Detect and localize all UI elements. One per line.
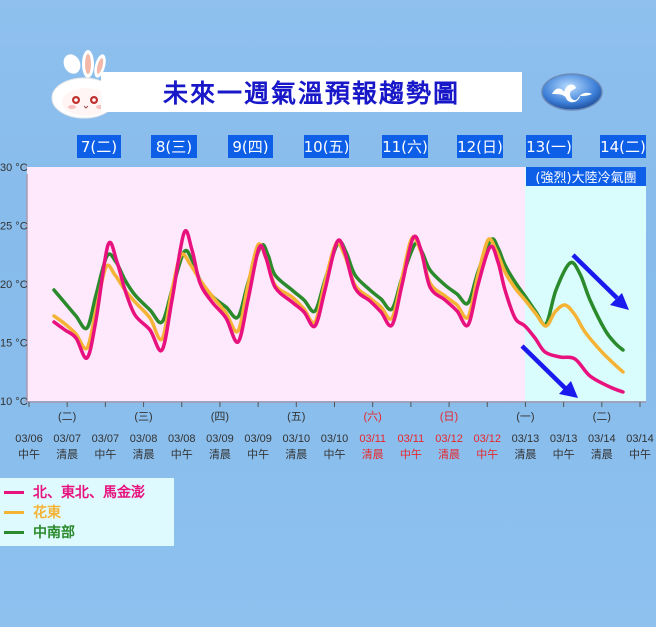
legend-label-north: 北、東北、馬金澎 (33, 485, 145, 501)
svg-text:(日): (日) (440, 411, 458, 423)
svg-text:03/10: 03/10 (321, 433, 349, 445)
svg-text:中午: 中午 (629, 448, 651, 461)
legend-swatch-east (4, 510, 24, 514)
svg-text:03/10: 03/10 (283, 433, 311, 445)
x-tick-label: 03/14 中午 (626, 433, 654, 461)
svg-text:中午: 中午 (400, 448, 422, 461)
svg-text:清晨: 清晨 (285, 448, 307, 461)
x-tick-label: (五) 03/10 清晨 (283, 411, 311, 461)
svg-text:中午: 中午 (553, 448, 575, 461)
x-tick-label: (六) 03/11 清晨 (359, 410, 386, 461)
svg-text:清晨: 清晨 (514, 448, 536, 461)
temperature-trend-chart: 10 °C 15 °C 20 °C 25 °C 30 °C 03/06 中午 (二) 03/0… (0, 162, 654, 461)
series-line-0 (52, 229, 625, 394)
svg-text:03/07: 03/07 (92, 433, 120, 445)
svg-text:(一): (一) (516, 411, 534, 423)
x-tick-label: 03/11 中午 (398, 433, 425, 461)
x-axis: 03/06 中午 (二) 03/07 清晨 03/07 中午 (三) 03/08 清晨 03/08 中… (15, 402, 654, 461)
x-tick-label: (二) 03/07 清晨 (53, 411, 81, 461)
legend-swatch-south (4, 530, 24, 534)
y-tick-label: 25 °C (0, 221, 28, 233)
y-tick-label: 15 °C (0, 338, 28, 350)
legend-item-east: 花東 (4, 502, 61, 522)
arrow-down-right-upper-icon (571, 253, 629, 310)
svg-text:03/08: 03/08 (168, 433, 196, 445)
svg-text:(六): (六) (364, 410, 382, 423)
legend-label-east: 花東 (33, 505, 61, 521)
y-tick-label: 30 °C (0, 162, 28, 174)
day-label-9: 9(四) (228, 135, 273, 158)
svg-text:03/13: 03/13 (512, 433, 540, 445)
legend: 北、東北、馬金澎 花東 中南部 (0, 478, 174, 546)
svg-text:中午: 中午 (247, 448, 269, 461)
x-tick-label: (日) 03/12 清晨 (435, 411, 463, 461)
svg-text:中午: 中午 (18, 448, 40, 461)
series-line-1 (52, 235, 625, 374)
svg-text:03/13: 03/13 (550, 433, 578, 445)
svg-text:03/08: 03/08 (130, 433, 158, 445)
legend-swatch-north (4, 490, 24, 494)
x-tick-label: 03/10 中午 (321, 433, 349, 461)
svg-text:中午: 中午 (171, 448, 193, 461)
legend-item-north: 北、東北、馬金澎 (4, 482, 145, 502)
x-tick-label: 03/07 中午 (92, 433, 120, 461)
day-label-7: 7(二) (77, 135, 121, 158)
svg-text:(四): (四) (211, 411, 229, 423)
svg-text:中午: 中午 (324, 448, 346, 461)
x-tick-label: 03/12 中午 (473, 433, 501, 461)
legend-label-south: 中南部 (33, 525, 75, 541)
weather-bureau-logo-icon (541, 73, 603, 111)
x-tick-label: (三) 03/08 清晨 (130, 411, 158, 461)
day-label-8: 8(三) (151, 135, 197, 158)
x-tick-label: 03/06 中午 (15, 433, 43, 461)
svg-text:03/11: 03/11 (398, 433, 425, 445)
series-lines (52, 229, 625, 394)
day-label-13: 13(一) (526, 135, 572, 158)
svg-text:03/12: 03/12 (435, 433, 463, 445)
day-label-10: 10(五) (304, 135, 349, 158)
svg-text:清晨: 清晨 (209, 448, 231, 461)
x-tick-label: (一) 03/13 清晨 (512, 411, 540, 461)
svg-text:(二): (二) (593, 411, 611, 423)
svg-text:03/07: 03/07 (53, 433, 81, 445)
svg-text:中午: 中午 (476, 448, 498, 461)
arrow-down-right-lower-icon (520, 344, 578, 398)
x-tick-label: 03/09 中午 (244, 433, 272, 461)
cold-air-mass-label: (強烈)大陸冷氣團 (526, 167, 646, 186)
legend-item-south: 中南部 (4, 522, 75, 542)
svg-text:03/12: 03/12 (473, 433, 501, 445)
svg-text:中午: 中午 (94, 448, 116, 461)
svg-text:03/11: 03/11 (359, 433, 386, 445)
x-tick-label: (二) 03/14 清晨 (588, 411, 616, 461)
x-tick-label: (四) 03/09 清晨 (206, 411, 234, 461)
svg-text:03/14: 03/14 (588, 433, 616, 445)
x-tick-label: 03/08 中午 (168, 433, 196, 461)
svg-text:(五): (五) (287, 411, 305, 423)
chart-title-box: 未來一週氣溫預報趨勢圖 (101, 72, 522, 112)
svg-text:03/06: 03/06 (15, 433, 43, 445)
y-tick-label: 20 °C (0, 279, 28, 291)
chart-title: 未來一週氣溫預報趨勢圖 (162, 79, 460, 108)
svg-text:清晨: 清晨 (56, 448, 78, 461)
svg-text:03/09: 03/09 (206, 433, 234, 445)
svg-text:清晨: 清晨 (438, 448, 460, 461)
svg-text:(二): (二) (58, 411, 76, 423)
y-tick-label: 10 °C (0, 396, 28, 408)
day-label-14: 14(二) (600, 135, 646, 158)
y-axis: 10 °C 15 °C 20 °C 25 °C 30 °C (0, 162, 28, 408)
svg-text:清晨: 清晨 (591, 448, 613, 461)
svg-text:03/14: 03/14 (626, 433, 654, 445)
trend-arrows (520, 253, 629, 398)
day-label-11: 11(六) (382, 135, 428, 158)
svg-text:(三): (三) (134, 411, 152, 423)
day-label-12: 12(日) (457, 135, 503, 158)
svg-text:清晨: 清晨 (362, 448, 384, 461)
x-tick-label: 03/13 中午 (550, 433, 578, 461)
svg-text:清晨: 清晨 (133, 448, 155, 461)
svg-text:03/09: 03/09 (244, 433, 272, 445)
